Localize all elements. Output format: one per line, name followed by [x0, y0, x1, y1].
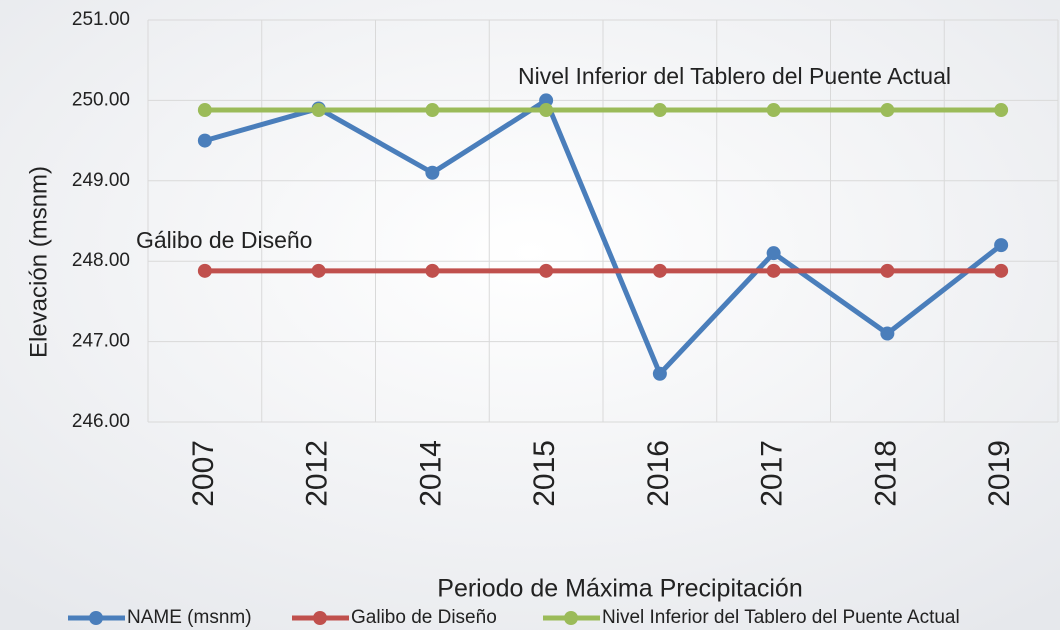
legend-marker	[313, 611, 327, 625]
point	[425, 103, 440, 118]
y-tick-label: 250.00	[72, 89, 130, 110]
point	[311, 103, 326, 118]
point	[994, 238, 1009, 253]
series-line	[204, 97, 1003, 377]
legend-label: NAME (msnm)	[127, 607, 252, 628]
legend-marker	[564, 611, 578, 625]
point	[652, 366, 667, 381]
y-tick-label: 248.00	[72, 250, 130, 271]
legend-label: Galibo de Diseño	[351, 607, 497, 628]
point	[994, 263, 1009, 278]
point	[197, 103, 212, 118]
legend-label: Nivel Inferior del Tablero del Puente Ac…	[602, 607, 960, 628]
point	[539, 103, 554, 118]
legend-marker	[89, 611, 103, 625]
x-tick-label: 2017	[756, 440, 789, 507]
point	[539, 263, 554, 278]
x-tick-label: 2014	[414, 440, 447, 507]
point	[766, 246, 781, 261]
point	[425, 263, 440, 278]
point	[880, 326, 895, 341]
point	[197, 263, 212, 278]
y-tick-label: 249.00	[72, 170, 130, 191]
y-tick-label: 251.00	[72, 9, 130, 30]
point	[539, 93, 554, 108]
plot-area: 246.00 247.00 248.00 249.00 250.00 251.00 2007…	[72, 9, 1059, 507]
x-axis-label: Periodo de Máxima Precipitación	[437, 575, 802, 603]
point	[994, 103, 1009, 118]
annotation: Gálibo de Diseño	[136, 227, 312, 253]
x-tick-label: 2019	[983, 440, 1016, 507]
x-tick-label: 2012	[301, 440, 334, 507]
x-tick-label: 2016	[642, 440, 675, 507]
annotation: Nivel Inferior del Tablero del Puente Ac…	[518, 63, 951, 89]
y-tick-label: 247.00	[72, 331, 130, 352]
x-tick-label: 2018	[869, 440, 902, 507]
y-axis-label: Elevación (msnm)	[25, 166, 52, 358]
y-tick-label: 246.00	[72, 411, 130, 432]
point	[197, 133, 212, 148]
point	[880, 263, 895, 278]
point	[880, 103, 895, 118]
point	[311, 263, 326, 278]
point	[652, 263, 667, 278]
point	[766, 103, 781, 118]
point	[652, 103, 667, 118]
x-tick-label: 2015	[528, 440, 561, 507]
point	[425, 165, 440, 180]
x-tick-label: 2007	[187, 440, 220, 507]
point	[766, 263, 781, 278]
